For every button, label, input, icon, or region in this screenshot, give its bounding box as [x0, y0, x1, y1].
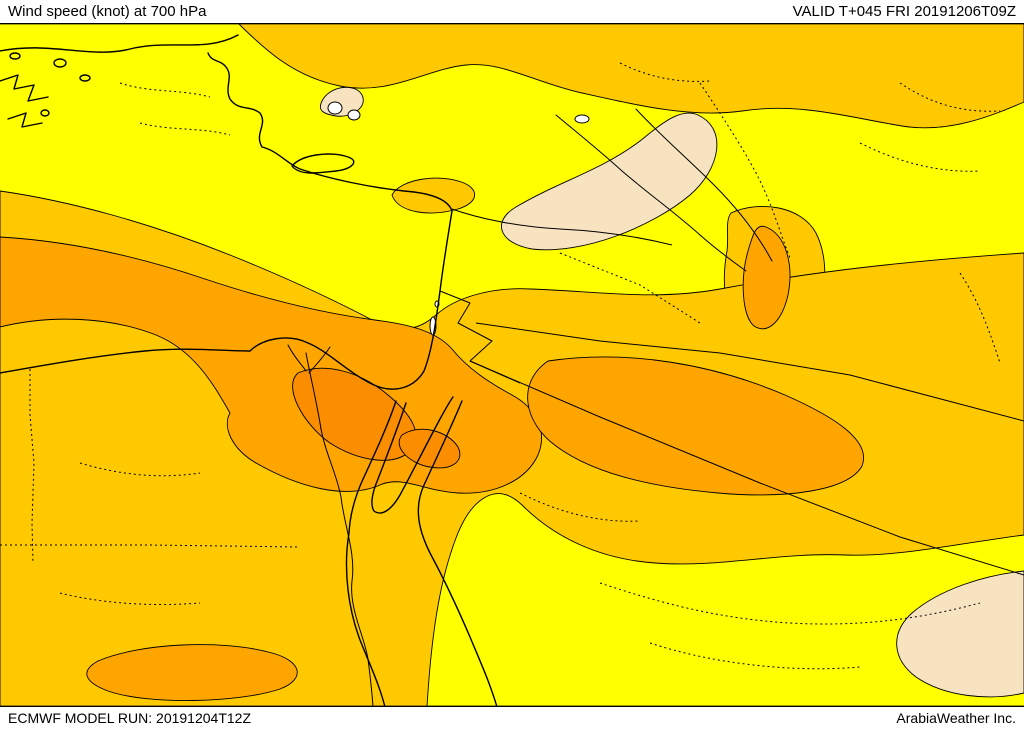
border-dotted-saudi-2 — [649, 642, 861, 670]
border-dotted-anatolia-1 — [119, 82, 211, 98]
coastline-arabian-shore — [417, 400, 498, 708]
border-dotted-northeast-2 — [899, 82, 1001, 112]
border-dotted-anatolia-2 — [139, 122, 231, 136]
map-title: Wind speed (knot) at 700 hPa — [8, 3, 207, 20]
border-iraq-east — [475, 322, 1024, 422]
wind-band-pale-southeast — [896, 570, 1024, 698]
wind-band-gold-top — [236, 22, 1024, 129]
island-aegean-1 — [53, 58, 67, 68]
wind-band-orange-southwest — [86, 644, 298, 701]
coastline-aegean-1 — [0, 74, 49, 102]
coastline-mediterranean-levant — [0, 52, 453, 390]
valid-time-label: VALID T+045 FRI 20191206T09Z — [792, 3, 1016, 20]
border-dotted-saudi-nw — [519, 492, 641, 522]
border-dotted-syria-iraq — [559, 252, 701, 324]
attribution-label: ArabiaWeather Inc. — [896, 710, 1016, 726]
river-euphrates — [555, 114, 747, 272]
lake-egirdir — [327, 101, 343, 115]
river-tigris — [635, 108, 773, 262]
river-nile — [305, 352, 374, 708]
border-dotted-libya-egypt — [29, 369, 35, 564]
river-nile-delta-west — [287, 344, 307, 372]
coastline-black-sea — [0, 34, 239, 53]
lake-beysehir — [347, 109, 361, 121]
wind-band-orange-saudi — [527, 356, 864, 496]
lake-assad — [574, 114, 590, 124]
border-turkey-syria — [451, 208, 673, 246]
map-footer-bar: ECMWF MODEL RUN: 20191204T12Z ArabiaWeat… — [0, 707, 1024, 729]
island-aegean-3 — [40, 109, 50, 117]
model-run-label: ECMWF MODEL RUN: 20191204T12Z — [8, 710, 251, 726]
border-dotted-iran-west — [699, 82, 791, 259]
coastline-sinai — [371, 396, 454, 514]
border-dotted-northeast-1 — [859, 142, 981, 172]
border-saudi-diagonal — [469, 360, 1024, 576]
border-dotted-egypt-sudan — [0, 544, 301, 548]
island-aegean-2 — [79, 74, 91, 82]
border-dotted-gulf — [959, 272, 1001, 364]
river-nile-delta-east — [308, 346, 331, 374]
wind-band-orange-east — [742, 225, 791, 330]
wind-speed-map — [0, 22, 1024, 708]
wind-band-pale-syria — [501, 112, 718, 251]
island-aegean-4 — [9, 52, 21, 60]
border-dotted-egypt-internal — [79, 462, 201, 477]
coastline-aegean-2 — [7, 112, 43, 128]
map-header-bar: Wind speed (knot) at 700 hPa VALID T+045… — [0, 0, 1024, 23]
map-canvas-wrap — [0, 22, 1024, 708]
coastline-red-sea-west — [345, 400, 397, 708]
island-cyprus — [291, 153, 355, 174]
